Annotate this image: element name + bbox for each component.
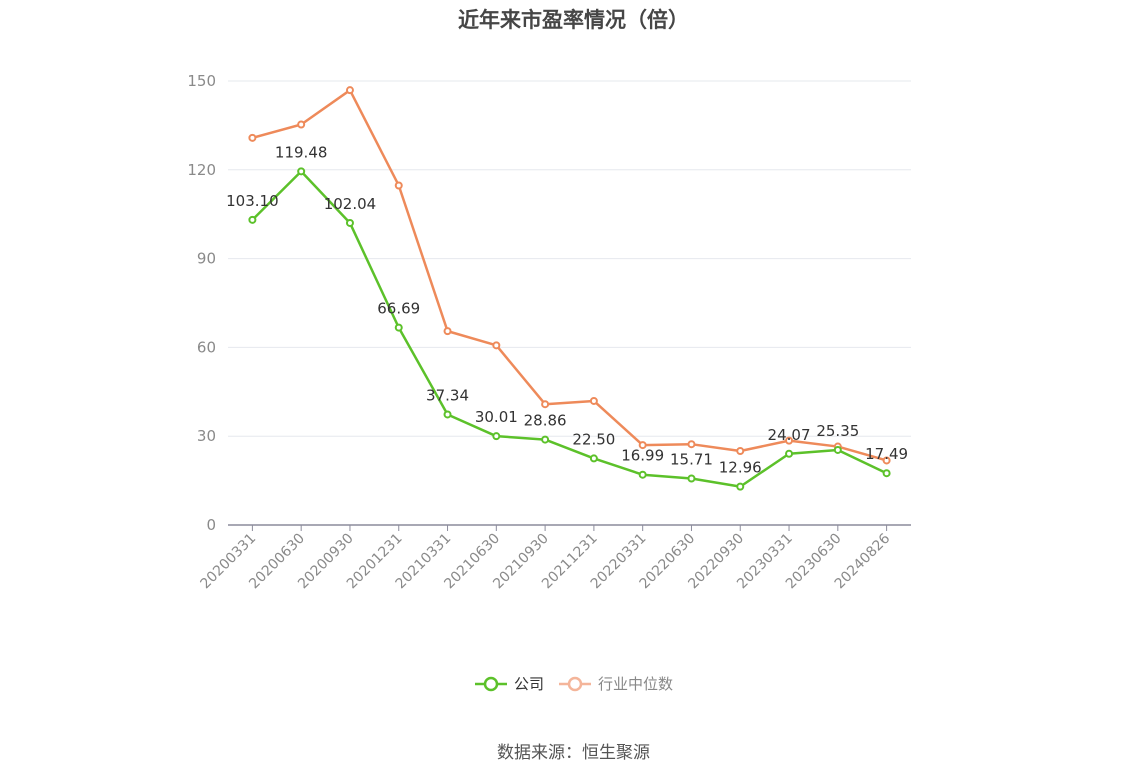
company-series-line xyxy=(251,170,888,488)
company-point xyxy=(345,218,354,227)
company-point xyxy=(785,449,794,458)
industry-point xyxy=(736,447,745,455)
company-data-label: 24.07 xyxy=(768,426,811,444)
industry-point xyxy=(248,133,257,142)
y-tick-label: 30 xyxy=(197,427,216,445)
series xyxy=(248,86,891,491)
company-data-label: 25.35 xyxy=(816,422,859,440)
company-data-label: 37.34 xyxy=(426,386,469,404)
company-point xyxy=(833,445,842,454)
industry-point xyxy=(638,441,647,450)
industry-point xyxy=(443,327,452,336)
company-data-label: 119.48 xyxy=(275,143,328,161)
legend-label-industry: 行业中位数 xyxy=(598,675,674,693)
y-tick-label: 150 xyxy=(187,72,216,90)
legend-label-company: 公司 xyxy=(513,675,544,693)
company-data-label: 102.04 xyxy=(324,195,377,213)
industry-point xyxy=(882,456,891,465)
legend-item-industry[interactable]: 行业中位数 xyxy=(558,673,673,694)
company-point xyxy=(589,454,598,463)
company-data-label: 15.71 xyxy=(670,450,713,468)
company-data-label: 16.99 xyxy=(621,447,664,465)
company-data-label: 66.69 xyxy=(377,300,420,318)
source-note: 数据来源：恒生聚源 xyxy=(497,743,650,763)
legend: 公司 行业中位数 xyxy=(0,673,1147,694)
data-labels: 103.10 119.48 102.04 66.69 37.34 30.01 28.86 22… xyxy=(226,143,908,476)
company-data-label: 22.50 xyxy=(572,430,615,448)
company-point xyxy=(443,410,452,419)
company-data-label: 12.96 xyxy=(719,459,762,477)
chart-title: 近年来市盈率情况（倍） xyxy=(458,8,689,32)
industry-point xyxy=(345,86,354,95)
company-data-label: 28.86 xyxy=(524,412,567,430)
company-point xyxy=(248,215,257,224)
company-point xyxy=(882,469,891,478)
company-point xyxy=(492,432,501,441)
industry-point xyxy=(541,400,550,409)
company-data-label: 17.49 xyxy=(865,445,908,463)
grid-lines xyxy=(228,80,911,437)
y-tick-label: 90 xyxy=(197,250,216,268)
company-point xyxy=(297,167,306,176)
industry-point xyxy=(785,436,794,445)
company-data-label: 30.01 xyxy=(475,408,518,426)
company-point xyxy=(394,323,403,332)
industry-point xyxy=(589,396,598,405)
legend-item-company[interactable]: 公司 xyxy=(474,673,544,694)
company-point xyxy=(687,474,696,483)
industry-point xyxy=(492,341,501,350)
industry-point xyxy=(297,120,306,129)
legend-company-marker-icon xyxy=(474,676,507,691)
industry-series-line xyxy=(252,88,887,462)
industry-point xyxy=(687,440,696,449)
industry-point xyxy=(394,181,403,190)
y-tick-label: 60 xyxy=(197,338,216,356)
y-tick-label: 120 xyxy=(187,161,216,179)
y-tick-label: 0 xyxy=(206,516,216,534)
company-point xyxy=(541,435,550,444)
company-data-label: 103.10 xyxy=(226,192,279,210)
legend-industry-marker-icon xyxy=(559,676,591,691)
company-point xyxy=(638,470,647,479)
company-point xyxy=(736,482,745,491)
